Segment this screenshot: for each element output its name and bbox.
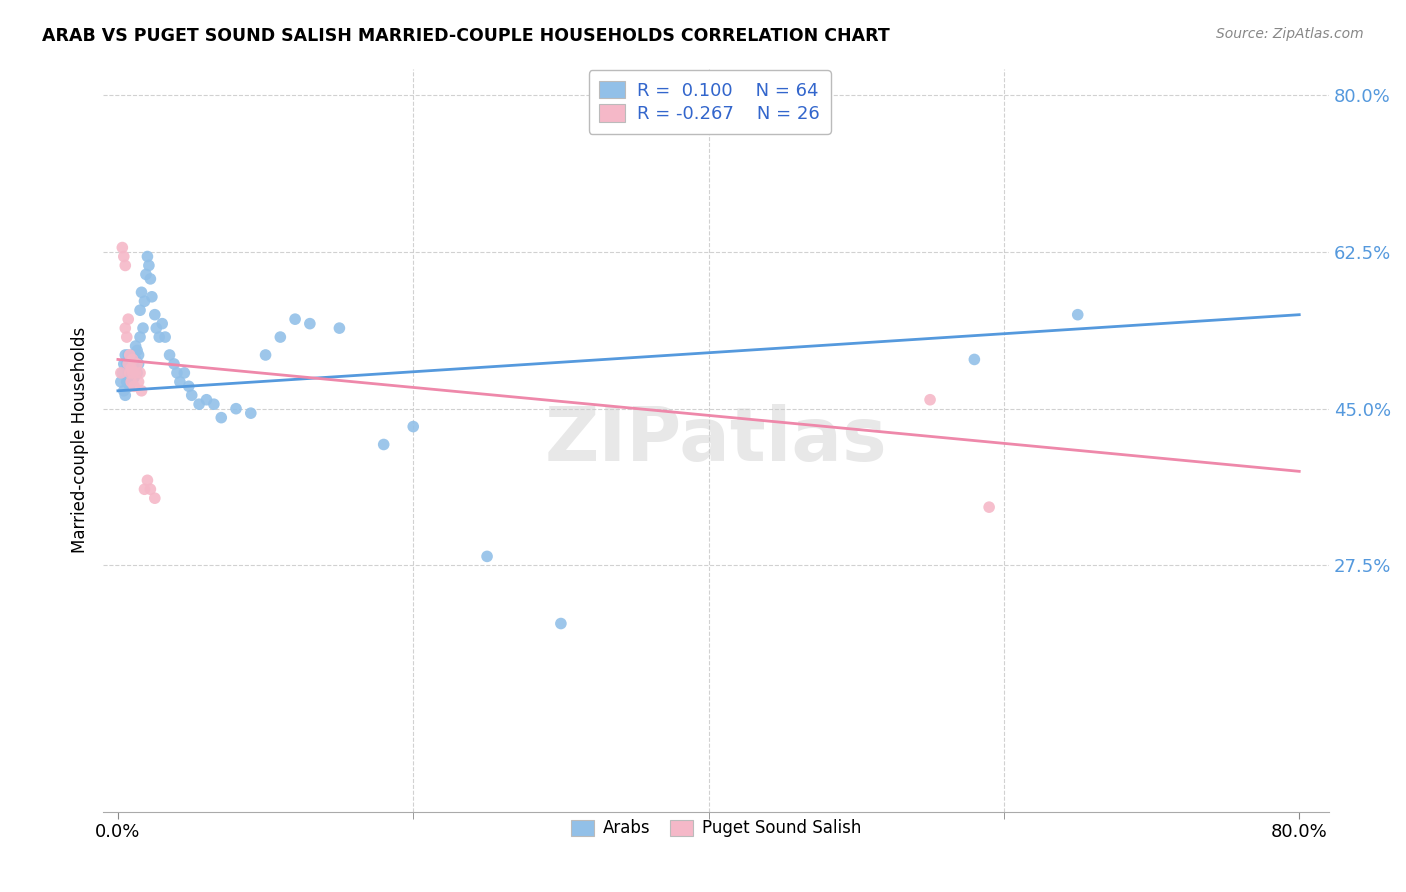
Point <box>124 352 146 367</box>
Point <box>115 330 138 344</box>
Point <box>150 317 173 331</box>
Point <box>188 397 211 411</box>
Point <box>163 357 186 371</box>
Point <box>111 366 134 380</box>
Point <box>128 348 150 362</box>
Point <box>177 379 200 393</box>
Point <box>166 366 188 380</box>
Point <box>225 401 247 416</box>
Point <box>128 357 150 371</box>
Point <box>159 348 181 362</box>
Point <box>129 330 152 344</box>
Point <box>118 366 141 380</box>
Point <box>121 366 143 380</box>
Text: ZIPatlas: ZIPatlas <box>544 403 887 476</box>
Point <box>139 482 162 496</box>
Point <box>118 348 141 362</box>
Point <box>115 357 138 371</box>
Point <box>117 366 139 380</box>
Point <box>195 392 218 407</box>
Point <box>124 366 146 380</box>
Point <box>129 366 152 380</box>
Point <box>114 321 136 335</box>
Point <box>122 361 145 376</box>
Point <box>128 375 150 389</box>
Point <box>121 366 143 380</box>
Point <box>254 348 277 362</box>
Point <box>117 348 139 362</box>
Point <box>111 241 134 255</box>
Point <box>120 352 142 367</box>
Point <box>979 500 1001 515</box>
Point <box>1067 308 1090 322</box>
Point <box>122 370 145 384</box>
Point <box>135 268 157 282</box>
Point <box>120 361 142 376</box>
Point <box>121 348 143 362</box>
Legend: Arabs, Puget Sound Salish: Arabs, Puget Sound Salish <box>564 813 868 844</box>
Point <box>132 321 155 335</box>
Point <box>143 308 166 322</box>
Point <box>114 259 136 273</box>
Point <box>145 321 167 335</box>
Point <box>963 352 986 367</box>
Point <box>284 312 307 326</box>
Point <box>134 294 156 309</box>
Point <box>114 348 136 362</box>
Point <box>202 397 225 411</box>
Point <box>110 366 132 380</box>
Point <box>112 357 135 371</box>
Point <box>131 285 153 300</box>
Point <box>209 410 232 425</box>
Point <box>475 549 498 564</box>
Point <box>402 419 425 434</box>
Point <box>112 250 135 264</box>
Point <box>127 357 149 371</box>
Point <box>134 482 156 496</box>
Point <box>148 330 170 344</box>
Point <box>139 272 162 286</box>
Point <box>180 388 202 402</box>
Point <box>269 330 291 344</box>
Y-axis label: Married-couple Households: Married-couple Households <box>72 326 89 553</box>
Point <box>121 352 143 367</box>
Point <box>136 473 159 487</box>
Point <box>153 330 176 344</box>
Point <box>117 357 139 371</box>
Point <box>373 437 395 451</box>
Point <box>328 321 350 335</box>
Point <box>117 312 139 326</box>
Point <box>110 375 132 389</box>
Point <box>115 375 138 389</box>
Point <box>121 357 143 371</box>
Point <box>239 406 262 420</box>
Point <box>143 491 166 506</box>
Point <box>120 375 142 389</box>
Point <box>114 388 136 402</box>
Point <box>112 384 135 398</box>
Point <box>298 317 321 331</box>
Point <box>120 375 142 389</box>
Text: Source: ZipAtlas.com: Source: ZipAtlas.com <box>1216 27 1364 41</box>
Point <box>124 339 146 353</box>
Point <box>173 366 195 380</box>
Point <box>118 379 141 393</box>
Point <box>136 250 159 264</box>
Point <box>138 259 160 273</box>
Point <box>550 616 572 631</box>
Point <box>127 366 149 380</box>
Point <box>131 384 153 398</box>
Point <box>918 392 941 407</box>
Text: ARAB VS PUGET SOUND SALISH MARRIED-COUPLE HOUSEHOLDS CORRELATION CHART: ARAB VS PUGET SOUND SALISH MARRIED-COUPL… <box>42 27 890 45</box>
Point <box>169 375 191 389</box>
Point <box>129 303 152 318</box>
Point <box>122 379 145 393</box>
Point <box>141 290 163 304</box>
Point <box>118 361 141 376</box>
Point <box>127 343 149 358</box>
